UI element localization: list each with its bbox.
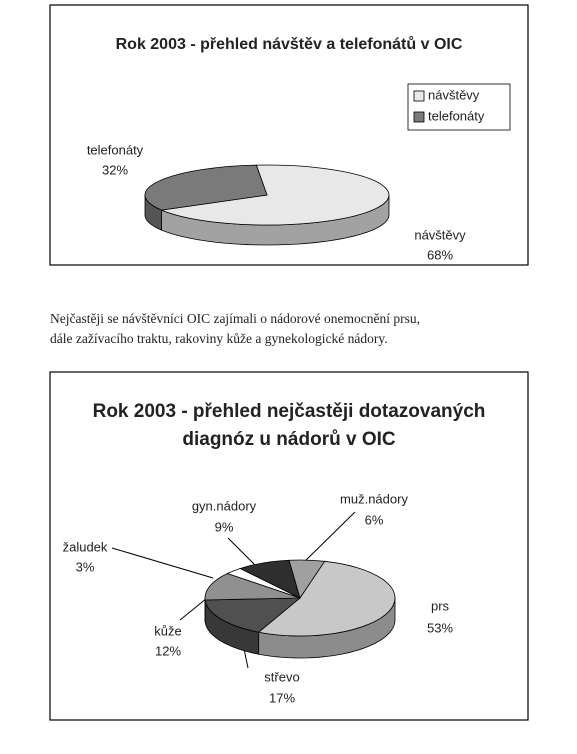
pie-slice [160, 164, 390, 226]
chart-title: diagnóz u nádorů v OIC [182, 429, 396, 450]
slice-label: žaludek [63, 539, 108, 554]
slice-value-label: 6% [365, 512, 384, 527]
slice-label: gyn.nádory [192, 498, 257, 513]
legend-swatch [413, 90, 425, 102]
slice-label: muž.nádory [340, 491, 408, 506]
pie-slice [257, 560, 396, 637]
legend-box [407, 83, 511, 131]
slice-label: telefonáty [87, 142, 144, 157]
legend-swatch [413, 111, 425, 123]
slice-value-label: 12% [155, 643, 181, 658]
pie-slice [144, 164, 268, 211]
paragraph-line: Nejčastěji se návštěvníci OIC zajímali o… [50, 311, 420, 326]
chart-title: Rok 2003 - přehled nejčastěji dotazovaný… [93, 401, 486, 422]
chart-title: Rok 2003 - přehled návštěv a telefonátů … [116, 36, 463, 53]
slice-label: střevo [264, 669, 299, 684]
legend-label: návštěvy [428, 87, 480, 102]
slice-value-label: 9% [215, 519, 234, 534]
legend-label: telefonáty [428, 108, 485, 123]
slice-value-label: 17% [269, 690, 295, 705]
slice-label: prs [431, 598, 450, 613]
paragraph-line: dále zažívacího traktu, rakoviny kůže a … [50, 331, 388, 346]
slice-label: kůže [154, 623, 181, 638]
slice-value-label: 68% [427, 247, 453, 262]
pie-slice [204, 573, 301, 601]
slice-value-label: 32% [102, 162, 128, 177]
slice-value-label: 3% [76, 559, 95, 574]
slice-label: návštěvy [414, 227, 466, 242]
slice-value-label: 53% [427, 620, 453, 635]
chart-frame [49, 371, 529, 721]
pie-slice [204, 597, 302, 633]
pie-slice [288, 559, 326, 599]
